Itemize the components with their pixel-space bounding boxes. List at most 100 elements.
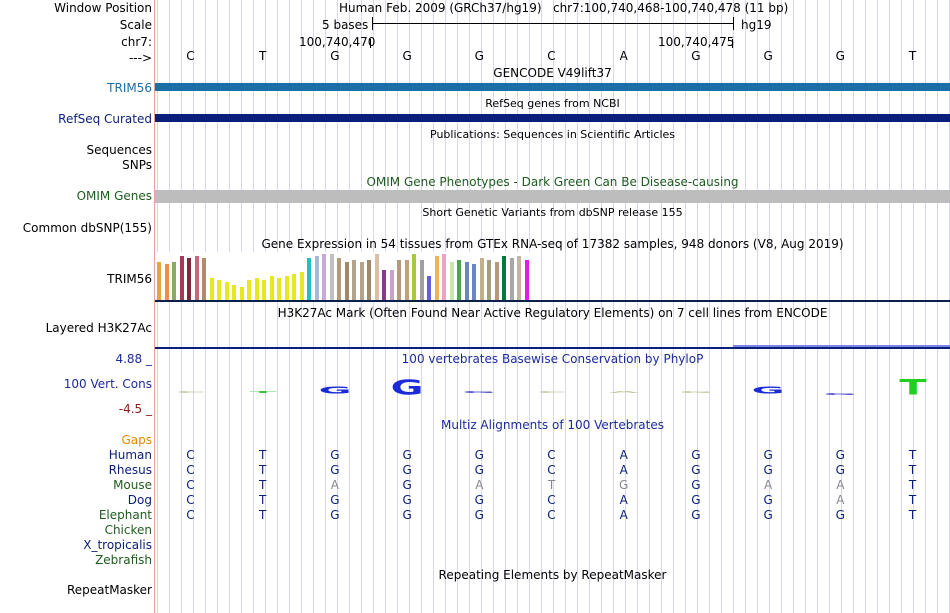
grid-line: [481, 0, 482, 613]
trim56-track-label[interactable]: TRIM56: [107, 81, 152, 95]
grid-line: [877, 0, 878, 613]
species-label[interactable]: Zebrafish: [95, 553, 152, 567]
grid-line: [157, 0, 158, 613]
gtex-tissue-bar[interactable]: [322, 254, 326, 300]
gtex-tissue-bar[interactable]: [479, 258, 484, 300]
species-label[interactable]: Chicken: [104, 523, 152, 537]
gtex-tissue-bar[interactable]: [247, 280, 251, 300]
gtex-bar-chart[interactable]: [155, 252, 535, 300]
grid-line: [553, 0, 554, 613]
grid-line: [253, 0, 254, 613]
gtex-tissue-bar[interactable]: [412, 254, 416, 300]
gtex-tissue-bar[interactable]: [209, 278, 214, 300]
h3k27ac-track-label[interactable]: Layered H3K27Ac: [45, 321, 152, 335]
gtex-tissue-bar[interactable]: [157, 262, 161, 300]
gtex-tissue-bar[interactable]: [337, 258, 341, 300]
alignment-base: G: [330, 463, 340, 477]
gtex-tissue-bar[interactable]: [194, 256, 199, 300]
gtex-tissue-bar[interactable]: [502, 256, 506, 300]
gtex-tissue-bar[interactable]: [494, 262, 499, 300]
grid-line: [793, 0, 794, 613]
gtex-tissue-bar[interactable]: [262, 280, 266, 300]
db-label: hg19: [741, 18, 772, 32]
gtex-gene-label[interactable]: TRIM56: [107, 272, 152, 286]
gtex-tissue-bar[interactable]: [269, 276, 274, 300]
gtex-tissue-bar[interactable]: [179, 256, 184, 300]
gtex-tissue-bar[interactable]: [239, 287, 244, 300]
gtex-tissue-bar[interactable]: [389, 270, 394, 300]
gtex-tissue-bar[interactable]: [329, 254, 334, 300]
alignment-base: A: [619, 493, 628, 507]
gtex-tissue-bar[interactable]: [224, 282, 229, 300]
gtex-tissue-bar[interactable]: [442, 254, 446, 300]
gtex-tissue-bar[interactable]: [217, 280, 221, 300]
gtex-tissue-bar[interactable]: [427, 276, 431, 300]
alignment-base: G: [691, 463, 701, 477]
grid-line: [361, 0, 362, 613]
snps-track-label[interactable]: SNPs: [122, 158, 152, 172]
omim-track-label[interactable]: OMIM Genes: [76, 189, 152, 203]
gtex-tissue-bar[interactable]: [367, 260, 371, 300]
gtex-tissue-bar[interactable]: [517, 256, 521, 300]
alignment-base: G: [330, 508, 340, 522]
gtex-tissue-bar[interactable]: [202, 258, 206, 300]
gtex-tissue-bar[interactable]: [232, 285, 236, 300]
gtex-tissue-bar[interactable]: [434, 256, 439, 300]
gtex-tissue-bar[interactable]: [382, 270, 386, 300]
gtex-tissue-bar[interactable]: [397, 260, 401, 300]
gtex-tissue-bar[interactable]: [187, 258, 191, 300]
dbsnp-track-label[interactable]: Common dbSNP(155): [22, 221, 152, 235]
refseq-track-label[interactable]: RefSeq Curated: [58, 112, 152, 126]
gtex-tissue-bar[interactable]: [449, 262, 454, 300]
gtex-tissue-bar[interactable]: [292, 274, 296, 300]
species-label[interactable]: Elephant: [98, 508, 152, 522]
gtex-tissue-bar[interactable]: [472, 264, 476, 300]
species-label[interactable]: Dog: [127, 493, 152, 507]
h3k27ac-track-title: H3K27Ac Mark (Often Found Near Active Re…: [277, 306, 828, 320]
alignment-base: G: [691, 448, 701, 462]
gtex-tissue-bar[interactable]: [352, 260, 356, 300]
refseq-gene-bar[interactable]: [155, 114, 950, 122]
h3k27ac-signal-peak[interactable]: [733, 345, 950, 347]
gtex-tissue-bar[interactable]: [164, 264, 169, 300]
gtex-tissue-bar[interactable]: [524, 260, 529, 300]
gtex-tissue-bar[interactable]: [509, 258, 514, 300]
species-label[interactable]: Mouse: [113, 478, 152, 492]
species-label[interactable]: Human: [108, 448, 152, 462]
gtex-tissue-bar[interactable]: [404, 260, 409, 300]
trim56-gene-bar[interactable]: [155, 83, 950, 91]
conservation-track-label[interactable]: 100 Vert. Cons: [63, 377, 152, 391]
grid-line: [649, 0, 650, 613]
phylop-base-glyph: A: [608, 390, 640, 394]
gtex-tissue-bar[interactable]: [277, 278, 281, 300]
gtex-tissue-bar[interactable]: [299, 272, 304, 300]
grid-line: [505, 0, 506, 613]
gtex-tissue-bar[interactable]: [419, 260, 424, 300]
omim-gene-bar[interactable]: [155, 190, 950, 203]
chr-label: chr7:: [121, 35, 152, 49]
species-label[interactable]: X_tropicalis: [83, 538, 152, 552]
grid-line: [829, 0, 830, 613]
gtex-tissue-bar[interactable]: [307, 258, 311, 300]
alignment-base: T: [259, 463, 267, 477]
repeatmasker-track-label[interactable]: RepeatMasker: [66, 583, 152, 597]
gtex-tissue-bar[interactable]: [374, 254, 379, 300]
gtex-tissue-bar[interactable]: [172, 262, 176, 300]
gtex-tissue-bar[interactable]: [457, 260, 461, 300]
h3k27ac-signal-line[interactable]: [155, 347, 950, 349]
gtex-tissue-bar[interactable]: [359, 262, 364, 300]
gtex-tissue-bar[interactable]: [314, 256, 319, 300]
gtex-tissue-bar[interactable]: [254, 278, 259, 300]
gtex-tissue-bar[interactable]: [344, 262, 349, 300]
alignment-base: G: [763, 493, 773, 507]
gtex-tissue-bar[interactable]: [464, 262, 469, 300]
grid-line: [745, 0, 746, 613]
gtex-tissue-bar[interactable]: [284, 276, 289, 300]
gtex-tissue-bar[interactable]: [487, 260, 491, 300]
species-label[interactable]: Rhesus: [108, 463, 152, 477]
alignment-base: G: [474, 508, 484, 522]
grid-line: [889, 0, 890, 613]
sequences-track-label[interactable]: Sequences: [86, 143, 152, 157]
grid-line: [337, 0, 338, 613]
